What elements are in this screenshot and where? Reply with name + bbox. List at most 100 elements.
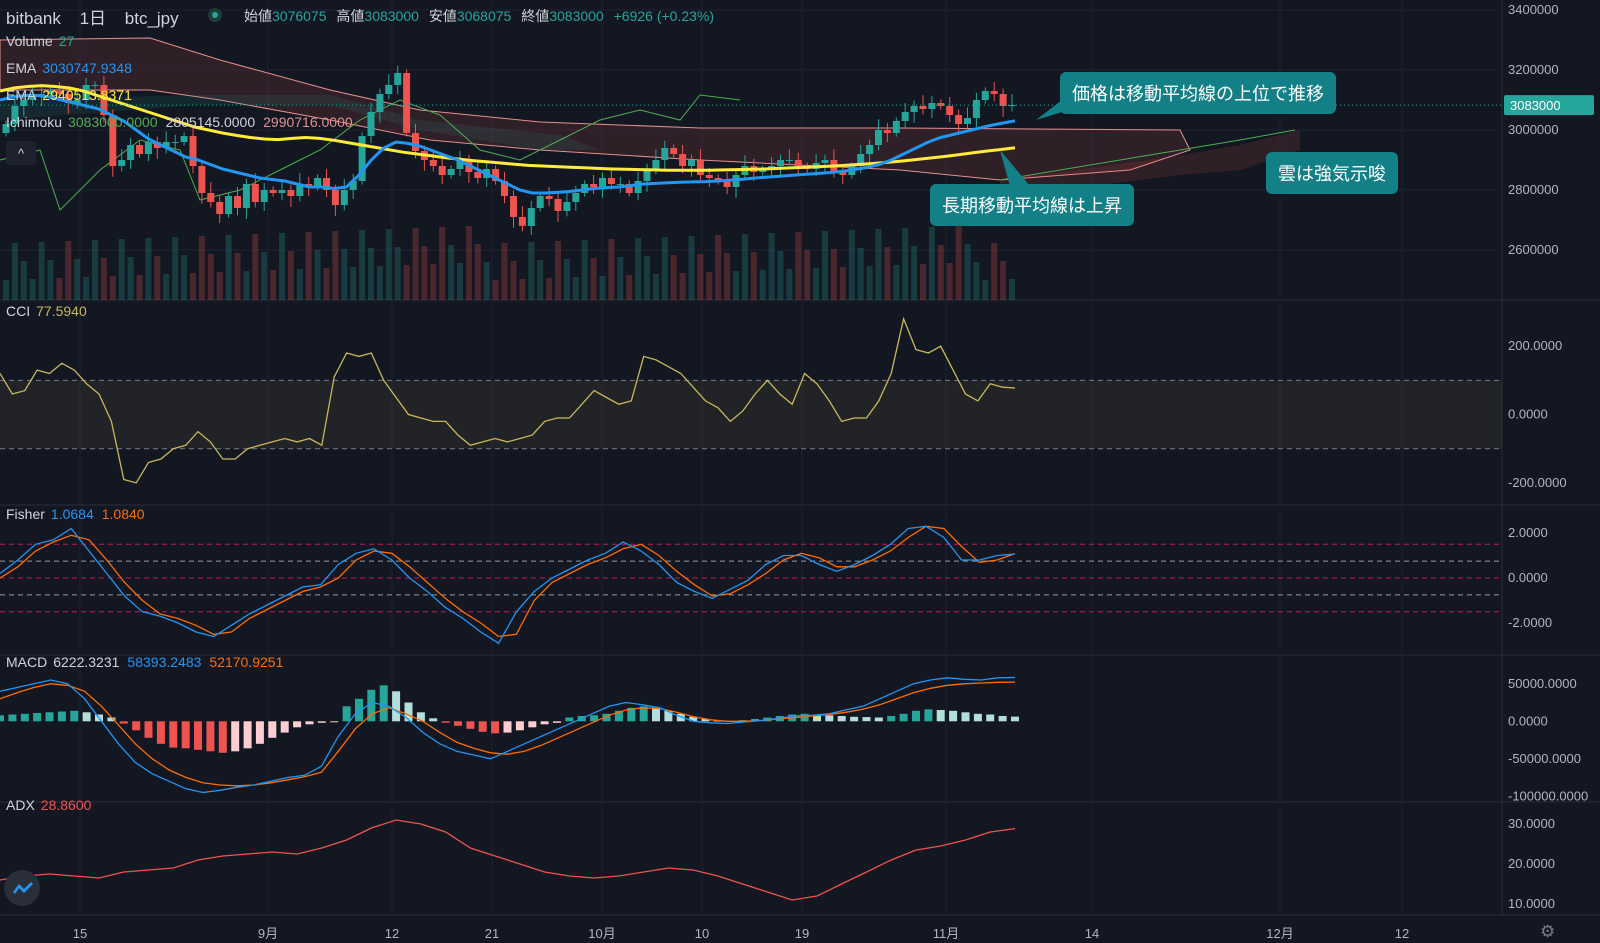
candle-body: [661, 148, 669, 160]
volume-bar: [955, 226, 962, 300]
macd-histogram-bar: [602, 713, 611, 722]
volume-bar: [403, 265, 410, 300]
ichimoku-cloud-future: [1000, 130, 1300, 190]
candle-body: [696, 160, 704, 175]
candle-body: [590, 184, 598, 187]
volume-bar: [804, 250, 811, 300]
ema-long-legend[interactable]: EMA 2940513.8371: [6, 87, 140, 103]
fisher-legend[interactable]: Fisher 1.0684 1.0840: [6, 506, 153, 522]
candle-body: [679, 154, 687, 166]
volume-bar: [207, 254, 214, 300]
volume-bar: [154, 256, 161, 300]
volume-bar: [332, 231, 339, 300]
volume-bar: [626, 275, 633, 300]
cci-tick-label: 0.0000: [1508, 407, 1548, 422]
candle-body: [412, 133, 419, 151]
candle-body: [875, 130, 882, 145]
macd-histogram-bar: [887, 716, 896, 722]
interval-label[interactable]: 1日: [79, 9, 107, 28]
x-tick-label: 12月: [1266, 926, 1293, 941]
candle-body: [171, 142, 179, 143]
volume-bar: [661, 237, 668, 300]
high-label: 高値: [336, 8, 365, 24]
tradingview-logo-icon[interactable]: [4, 870, 40, 906]
candle-body: [162, 142, 170, 148]
volume-bar: [359, 230, 366, 300]
candle-body: [723, 181, 731, 187]
volume-bar: [3, 280, 9, 300]
macd-histogram-bar: [119, 721, 128, 724]
macd-histogram-bar: [515, 721, 524, 731]
macd-histogram-bar: [404, 702, 413, 722]
volume-bar: [546, 278, 553, 300]
macd-tick-label: 0.0000: [1508, 713, 1548, 728]
volume-legend[interactable]: Volume 27: [6, 33, 82, 49]
volume-bar: [839, 267, 846, 300]
macd-histogram-bar: [800, 713, 809, 722]
symbol-header: bitbank 1日 btc_jpy: [6, 4, 193, 29]
exchange-name[interactable]: bitbank: [6, 9, 61, 28]
volume-bar: [261, 252, 268, 300]
volume-bar: [83, 277, 90, 300]
volume-bar: [501, 243, 508, 300]
ichimoku-legend[interactable]: Ichimoku 3083000.0000 2805145.0000 2990716.…: [6, 114, 361, 130]
volume-bar: [100, 258, 107, 300]
candle-body: [554, 199, 562, 211]
x-tick-label: 15: [73, 926, 87, 941]
macd-histogram-bar: [664, 710, 673, 722]
macd-histogram-bar: [367, 689, 376, 722]
volume-bar: [172, 237, 179, 300]
volume-bar: [857, 248, 864, 300]
macd-tick-label: -100000.0000: [1508, 788, 1588, 803]
collapse-legend-button[interactable]: ^: [6, 141, 36, 165]
volume-bar: [741, 234, 748, 300]
macd-legend[interactable]: MACD 6222.3231 58393.2483 52170.9251: [6, 654, 291, 670]
candle-body: [652, 160, 660, 169]
macd-histogram-bar: [553, 721, 561, 723]
volume-bar: [457, 263, 463, 300]
macd-histogram-bar: [181, 721, 190, 749]
candle-body: [955, 115, 963, 124]
macd-histogram-bar: [169, 721, 178, 748]
macd-histogram-bar: [280, 721, 289, 733]
ema-short-legend[interactable]: EMA 3030747.9348: [6, 60, 140, 76]
volume-bar: [528, 242, 535, 300]
volume-bar: [376, 266, 383, 300]
symbol-name[interactable]: btc_jpy: [124, 9, 179, 28]
macd-histogram-bar: [973, 713, 982, 722]
volume-bar: [474, 244, 481, 300]
candle-body: [331, 190, 339, 205]
volume-bar: [697, 254, 704, 300]
fisher-legend-value-2: 1.0840: [101, 506, 145, 522]
adx-tick-label: 30.0000: [1508, 816, 1555, 831]
candle-body: [269, 190, 277, 193]
macd-histogram-bar: [305, 721, 314, 725]
close-label: 終値: [521, 8, 550, 24]
macd-histogram-bar: [156, 721, 165, 744]
macd-histogram-bar: [454, 721, 462, 726]
volume-bar: [163, 274, 170, 300]
candle-body: [314, 178, 322, 187]
x-tick-label: 14: [1085, 926, 1099, 941]
market-status-icon: [208, 8, 222, 22]
macd-histogram-bar: [998, 716, 1007, 722]
candle-body: [527, 208, 535, 226]
macd-histogram-bar: [850, 716, 859, 722]
candle-body: [385, 85, 393, 94]
adx-legend-value: 28.8600: [40, 797, 92, 813]
volume-bar: [314, 250, 321, 300]
settings-gear-icon[interactable]: ⚙: [1540, 922, 1556, 941]
x-tick-label: 21: [485, 926, 499, 941]
volume-bar: [670, 255, 677, 300]
candle-body: [474, 172, 482, 178]
candle-body: [705, 175, 713, 178]
candle-body: [883, 130, 891, 133]
volume-legend-label: Volume: [6, 33, 53, 49]
cci-legend[interactable]: CCI 77.5940: [6, 303, 95, 319]
volume-bar: [350, 267, 357, 300]
candle-body: [937, 103, 945, 106]
macd-histogram-bar: [478, 721, 487, 732]
candle-body: [492, 169, 500, 181]
adx-legend[interactable]: ADX 28.8600: [6, 797, 99, 813]
